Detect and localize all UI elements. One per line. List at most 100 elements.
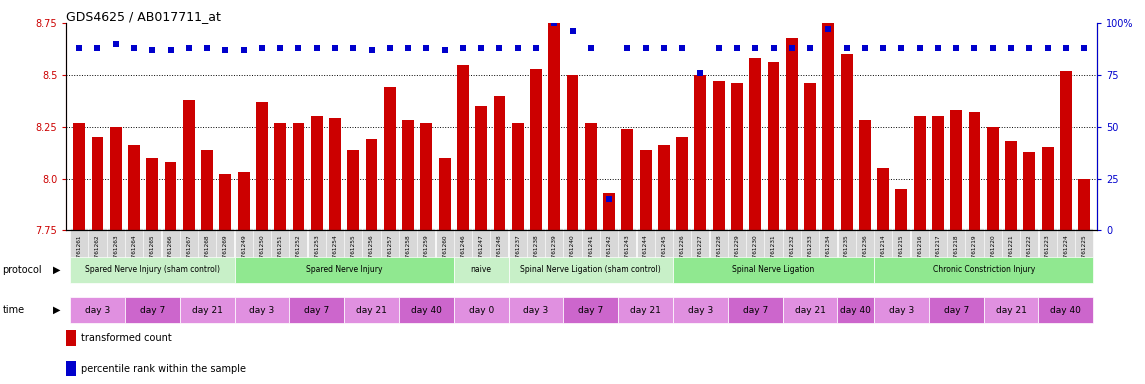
Bar [929,297,984,323]
Point [874,45,892,51]
Text: day 40: day 40 [840,306,871,314]
Text: percentile rank within the sample: percentile rank within the sample [81,364,246,374]
Bar [220,174,231,230]
Text: Spared Nerve Injury (sham control): Spared Nerve Injury (sham control) [85,265,220,274]
Point [106,41,125,47]
Bar [475,106,487,230]
Point [527,45,545,51]
Bar [914,116,925,230]
Bar [603,193,615,230]
Bar [837,297,874,323]
Point [984,45,1002,51]
Bar [1060,71,1072,230]
Bar [932,116,943,230]
Bar [785,38,798,230]
Point [490,45,508,51]
Point [326,45,345,51]
Bar [439,158,451,230]
Point [198,45,216,51]
Bar [183,100,195,230]
Text: Chronic Constriction Injury: Chronic Constriction Injury [932,265,1035,274]
Bar [402,121,414,230]
Point [417,45,435,51]
Bar [640,149,652,230]
Bar [238,172,250,230]
Text: GDS4625 / AB017711_at: GDS4625 / AB017711_at [66,10,221,23]
Point [618,45,637,51]
Text: day 21: day 21 [996,306,1026,314]
Point [692,70,710,76]
Point [563,28,582,35]
Text: ▶: ▶ [53,305,61,315]
Point [1039,45,1057,51]
Text: day 3: day 3 [523,306,548,314]
Bar [1005,141,1017,230]
Bar [420,122,433,230]
Bar [235,297,290,323]
Point [88,45,106,51]
Bar [398,297,453,323]
Bar [840,54,853,230]
Point [70,45,88,51]
Point [637,45,655,51]
Bar [453,257,508,283]
Bar [92,137,103,230]
Bar [290,297,345,323]
Bar [731,83,743,230]
Text: day 21: day 21 [356,306,387,314]
Point [453,45,472,51]
Text: day 3: day 3 [85,306,110,314]
Bar [673,297,728,323]
Bar [493,96,505,230]
Bar [70,297,125,323]
Bar [804,83,816,230]
Point [910,45,929,51]
Bar [329,118,341,230]
Bar [874,297,929,323]
Point [472,45,490,51]
Bar [125,297,180,323]
Point [837,45,855,51]
Bar [822,23,835,230]
Bar [512,122,523,230]
Bar [712,81,725,230]
Point [253,45,271,51]
Bar [859,121,871,230]
Bar [345,297,398,323]
Point [728,45,747,51]
Bar [622,129,633,230]
Bar [874,257,1093,283]
Point [1057,45,1075,51]
Text: Spared Nerve Injury: Spared Nerve Injury [306,265,382,274]
Point [545,20,563,26]
Point [582,45,600,51]
Text: day 7: day 7 [743,306,768,314]
Bar [508,257,673,283]
Bar [987,127,998,230]
Bar [877,168,889,230]
Point [929,45,947,51]
Bar [767,63,780,230]
Text: day 0: day 0 [468,306,493,314]
Text: day 40: day 40 [411,306,442,314]
Point [965,45,984,51]
Text: day 21: day 21 [630,306,661,314]
Bar [749,58,761,230]
Text: Spinal Nerve Ligation (sham control): Spinal Nerve Ligation (sham control) [521,265,661,274]
Point [655,45,673,51]
Bar [658,146,670,230]
Bar [508,297,563,323]
Point [1020,45,1039,51]
Bar [128,146,140,230]
Point [125,45,143,51]
Text: day 7: day 7 [943,306,969,314]
Point [161,47,180,53]
Text: day 3: day 3 [250,306,275,314]
Bar [347,149,360,230]
Point [765,45,783,51]
Point [947,45,965,51]
Point [710,45,728,51]
Bar [585,122,597,230]
Bar [292,122,305,230]
Bar [235,257,453,283]
